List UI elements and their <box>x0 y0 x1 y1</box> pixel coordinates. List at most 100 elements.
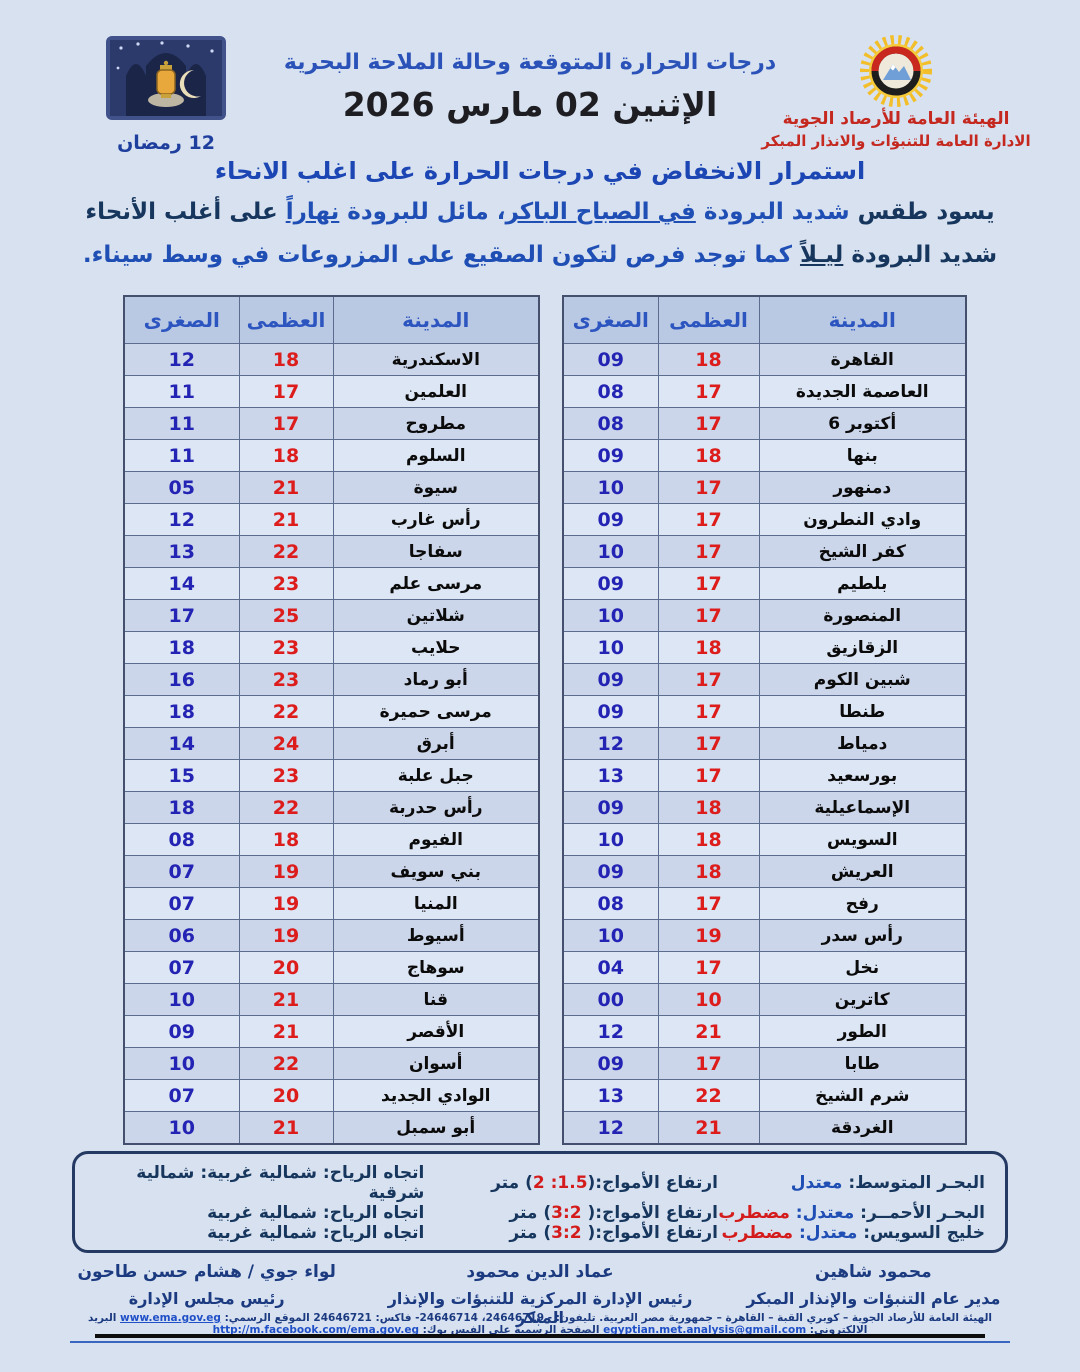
table-row: شلاتين 25 17 <box>123 599 540 632</box>
min-cell: 10 <box>123 1111 240 1145</box>
wave-label: ارتفاع الأمواج:( <box>581 1203 718 1223</box>
city-cell: المنيا <box>332 887 540 920</box>
min-cell: 13 <box>562 759 659 792</box>
city-cell: نخل <box>758 951 967 984</box>
text-segment: شديد البرودة <box>703 199 850 225</box>
text-segment: معتدل: <box>798 1223 858 1243</box>
table-row: طابا 17 09 <box>562 1047 967 1080</box>
contact-link[interactable]: http://m.facebook.com/ema.gov.eg <box>212 1324 420 1336</box>
max-cell: 21 <box>657 1111 760 1145</box>
ramadan-lantern-image <box>106 36 226 120</box>
city-cell: الاسكندرية <box>332 343 540 376</box>
table-header-row: المدينة العظمى الصغرى <box>123 295 540 344</box>
max-cell: 17 <box>657 599 760 632</box>
max-cell: 18 <box>657 823 760 856</box>
table-row: مرسى حميرة 22 18 <box>123 695 540 728</box>
max-cell: 21 <box>657 1015 760 1048</box>
city-cell: دمنهور <box>758 471 967 504</box>
max-cell: 21 <box>238 471 334 504</box>
bulletin-title: درجات الحرارة المتوقعة وحالة الملاحة الب… <box>283 50 777 75</box>
table-row: الغردقة 21 12 <box>562 1111 967 1145</box>
max-cell: 20 <box>238 1079 334 1112</box>
min-cell: 09 <box>562 1047 659 1080</box>
table-row: أبرق 24 14 <box>123 727 540 760</box>
city-cell: أبو سمبل <box>332 1111 540 1145</box>
ramadan-block: 12 رمضان <box>96 36 236 154</box>
signatory: عماد الدين محمود رئيس الإدارة المركزية لل… <box>373 1262 706 1327</box>
wind-text: اتجاه الرياح: شمالية غربية <box>207 1203 425 1223</box>
table-row: أبو رماد 23 16 <box>123 663 540 696</box>
signatory-name: محمود شاهين <box>815 1262 932 1282</box>
column-header-min: الصغرى <box>123 295 240 344</box>
signatory-name: عماد الدين محمود <box>466 1262 614 1282</box>
max-cell: 19 <box>657 919 760 952</box>
city-cell: بنها <box>758 439 967 472</box>
city-cell: الوادي الجديد <box>332 1079 540 1112</box>
table-row: دمياط 17 12 <box>562 727 967 760</box>
column-header-min: الصغرى <box>562 295 659 344</box>
contact-text: البريد الالكتروني: <box>88 1312 868 1336</box>
sea-state: البحـر المتوسط: معتدل <box>718 1173 985 1193</box>
max-cell: 18 <box>238 823 334 856</box>
wind-direction: اتجاه الرياح: شمالية غربية: شمالية شرقية <box>95 1163 424 1203</box>
contact-link[interactable]: egyptian.met.analysis@gmail.com <box>603 1324 807 1336</box>
sea-state: البحـر الأحمــر: معتدل: مضطرب <box>718 1203 985 1223</box>
city-cell: السلوم <box>332 439 540 472</box>
city-cell: شلاتين <box>332 599 540 632</box>
marine-row: البحـر المتوسط: معتدل ارتفاع الأمواج:(1.5… <box>95 1163 985 1203</box>
min-cell: 12 <box>123 343 240 376</box>
city-cell: العلمين <box>332 375 540 408</box>
table-row: بورسعيد 17 13 <box>562 759 967 792</box>
table-row: بنها 18 09 <box>562 439 967 472</box>
signatory-name: لواء جوي / هشام حسن طاحون <box>77 1262 336 1282</box>
max-cell: 21 <box>238 1015 334 1048</box>
table-row: الزقازيق 18 10 <box>562 631 967 664</box>
max-cell: 17 <box>657 535 760 568</box>
table-row: العاصمة الجديدة 17 08 <box>562 375 967 408</box>
table-row: رأس غارب 21 12 <box>123 503 540 536</box>
city-cell: حلايب <box>332 631 540 664</box>
wave-label: ارتفاع الأمواج:( <box>581 1223 718 1243</box>
table-row: أبو سمبل 21 10 <box>123 1111 540 1145</box>
wave-height: ارتفاع الأمواج:( 3:2) متر <box>424 1223 718 1243</box>
table-row: سيوة 21 05 <box>123 471 540 504</box>
max-cell: 17 <box>657 1047 760 1080</box>
text-segment: على أغلب الأنحاء <box>85 199 286 225</box>
sea-state: خليج السويس: معتدل: مضطرب <box>718 1223 985 1243</box>
min-cell: 10 <box>562 631 659 664</box>
table-row: شبين الكوم 17 09 <box>562 663 967 696</box>
wave-value: 3:2 <box>551 1203 582 1223</box>
min-cell: 11 <box>123 407 240 440</box>
contact-link[interactable]: www.ema.gov.eg <box>120 1312 221 1324</box>
max-cell: 17 <box>657 503 760 536</box>
contact-line: الهيئة العامة للأرصاد الجوية – كوبري الق… <box>70 1312 1010 1343</box>
column-header-max: العظمى <box>657 295 760 344</box>
authority-block: الهيئة العامة للأرصاد الجوية الادارة الع… <box>758 34 1034 150</box>
table-row: أسوان 22 10 <box>123 1047 540 1080</box>
max-cell: 22 <box>238 791 334 824</box>
max-cell: 21 <box>238 983 334 1016</box>
city-cell: رأس حدربة <box>332 791 540 824</box>
min-cell: 13 <box>123 535 240 568</box>
city-cell: الفيوم <box>332 823 540 856</box>
wave-height: ارتفاع الأمواج:(1.5: 2) متر <box>424 1173 718 1193</box>
city-cell: كفر الشيخ <box>758 535 967 568</box>
min-cell: 17 <box>123 599 240 632</box>
contact-text: الهيئة العامة للأرصاد الجوية – كوبري الق… <box>309 1312 992 1324</box>
table-row: رأس حدربة 22 18 <box>123 791 540 824</box>
city-cell: الغردقة <box>758 1111 967 1145</box>
wind-text: اتجاه الرياح: شمالية غربية: شمالية شرقية <box>136 1163 425 1203</box>
min-cell: 07 <box>123 855 240 888</box>
min-cell: 12 <box>562 1111 659 1145</box>
max-cell: 17 <box>238 407 334 440</box>
min-cell: 04 <box>562 951 659 984</box>
authority-name: الهيئة العامة للأرصاد الجوية <box>782 109 1010 129</box>
city-cell: مطروح <box>332 407 540 440</box>
column-header-max: العظمى <box>238 295 334 344</box>
max-cell: 17 <box>657 663 760 696</box>
city-cell: سوهاج <box>332 951 540 984</box>
table-row: قنا 21 10 <box>123 983 540 1016</box>
city-cell: السويس <box>758 823 967 856</box>
text-segment: يسود طقس <box>849 199 995 225</box>
marine-row: البحـر الأحمــر: معتدل: مضطرب ارتفاع الأم… <box>95 1203 985 1223</box>
